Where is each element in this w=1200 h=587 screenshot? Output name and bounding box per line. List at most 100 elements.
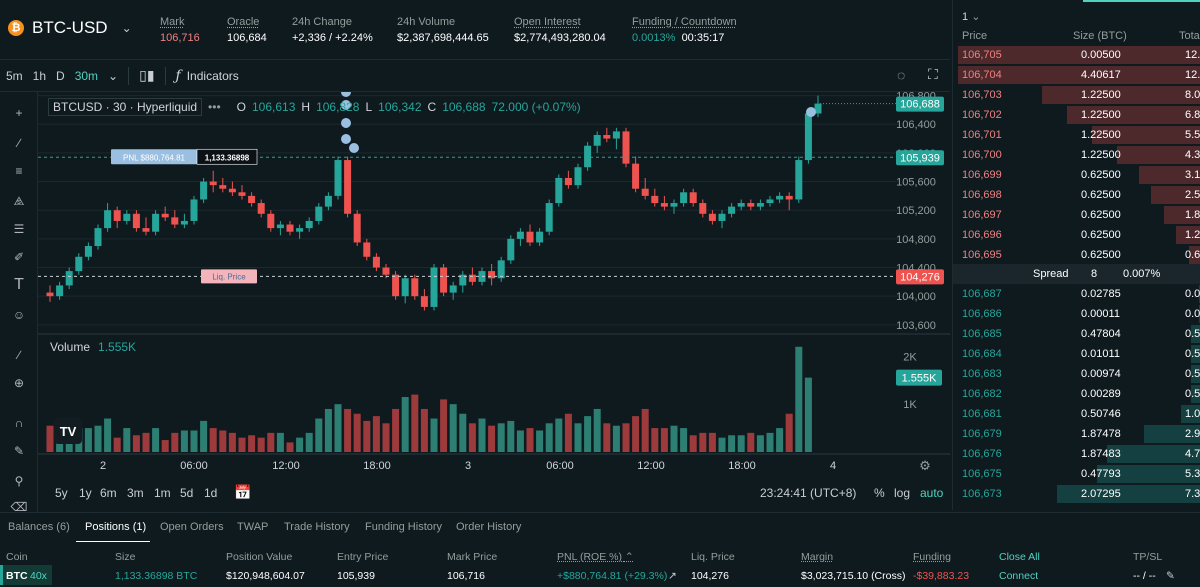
bid-row[interactable]: 106,687 0.02785 0.0 — [953, 284, 1200, 304]
range-5y[interactable]: 5y — [55, 486, 68, 500]
ask-row[interactable]: 106,705 0.00500 12.4 — [953, 45, 1200, 65]
candle-body — [296, 228, 303, 232]
ask-row[interactable]: 106,699 0.62500 3.1 — [953, 165, 1200, 185]
timeframe-1h[interactable]: 1h — [33, 69, 46, 83]
screenshot-icon[interactable]: ◌ — [897, 67, 905, 83]
bid-row[interactable]: 106,676 1.87483 4.7 — [953, 444, 1200, 464]
magnet-icon[interactable]: ∩ — [8, 412, 30, 434]
auto-toggle[interactable]: auto — [920, 486, 943, 500]
horizontal-lines-icon[interactable]: ≡ — [8, 160, 30, 182]
candle-body — [507, 239, 514, 260]
range-3m[interactable]: 3m — [127, 486, 144, 500]
candle-body — [335, 160, 342, 196]
chevron-down-icon[interactable]: ⌄ — [108, 69, 118, 83]
close-all-button[interactable]: Close All — [999, 551, 1040, 563]
fullscreen-icon[interactable]: ⛶ — [928, 66, 938, 83]
ask-row[interactable]: 106,697 0.62500 1.8 — [953, 205, 1200, 225]
range-1m[interactable]: 1m — [154, 486, 171, 500]
ask-row[interactable]: 106,703 1.22500 8.0 — [953, 85, 1200, 105]
volume-bar — [363, 421, 370, 452]
legend-more-icon[interactable]: ••• — [208, 100, 221, 114]
volume-bar — [450, 404, 457, 452]
ob-price: 106,702 — [962, 109, 1002, 121]
symbol-selector[interactable]: ₿ BTC-USD ⌄ — [8, 18, 132, 38]
tab-positions[interactable]: Positions (1) — [85, 521, 146, 533]
trendline-icon[interactable]: ∕ — [8, 132, 30, 154]
candle-type-icon[interactable]: ▯▮ — [139, 67, 154, 84]
drawing-toolbar: + ∕ ≡ ⧌ ☰ ✐ T ☺ ∕ ⊕ ∩ ✎ ⚲ ⌫ — [0, 92, 38, 512]
tab-balances[interactable]: Balances (6) — [8, 521, 70, 533]
bid-row[interactable]: 106,686 0.00011 0.0 — [953, 304, 1200, 324]
position-pnl: +$880,764.81 (+29.3%) — [557, 570, 667, 582]
bid-row[interactable]: 106,683 0.00974 0.5 — [953, 364, 1200, 384]
emoji-icon[interactable]: ☺ — [8, 304, 30, 326]
ob-size: 0.00289 — [1081, 388, 1121, 400]
volume-bar — [507, 421, 514, 452]
ob-total: 2.5 — [1185, 189, 1200, 201]
bid-row[interactable]: 106,679 1.87478 2.9 — [953, 424, 1200, 444]
ask-row[interactable]: 106,696 0.62500 1.2 — [953, 225, 1200, 245]
candle-body — [219, 185, 226, 189]
ask-row[interactable]: 106,701 1.22500 5.5 — [953, 125, 1200, 145]
candle-body — [354, 214, 361, 243]
share-icon[interactable]: ↗ — [668, 570, 677, 582]
log-toggle[interactable]: log — [894, 486, 910, 500]
candle-body — [488, 271, 495, 278]
bid-row[interactable]: 106,675 0.47793 5.3 — [953, 464, 1200, 484]
bid-row[interactable]: 106,673 2.07295 7.3 — [953, 484, 1200, 504]
volume-bar — [296, 438, 303, 452]
calendar-icon[interactable]: 📅 — [234, 484, 251, 501]
ruler-icon[interactable]: ∕ — [8, 344, 30, 366]
bid-row[interactable]: 106,682 0.00289 0.5 — [953, 384, 1200, 404]
connect-button[interactable]: Connect — [999, 570, 1038, 582]
ask-row[interactable]: 106,698 0.62500 2.5 — [953, 185, 1200, 205]
tab-funding-history[interactable]: Funding History — [365, 521, 442, 533]
price-chart[interactable]: 106,800106,400106,000105,600105,200104,8… — [38, 92, 950, 512]
range-1d[interactable]: 1d — [204, 486, 217, 500]
ask-row[interactable]: 106,702 1.22500 6.8 — [953, 105, 1200, 125]
bid-row[interactable]: 106,684 0.01011 0.5 — [953, 344, 1200, 364]
tab-trade-history[interactable]: Trade History — [284, 521, 350, 533]
timeframe-5m[interactable]: 5m — [6, 69, 23, 83]
timeframe-d[interactable]: D — [56, 69, 65, 83]
col-funding: Funding — [913, 551, 951, 563]
chart-svg[interactable]: 106,800106,400106,000105,600105,200104,8… — [38, 92, 950, 512]
col-pnl[interactable]: PNL (ROE %) ⌃ — [557, 551, 634, 563]
group-selector[interactable]: 1 ⌄ — [962, 10, 980, 23]
crosshair-icon[interactable]: + — [8, 102, 30, 124]
ob-price: 106,675 — [962, 468, 1002, 480]
volume-bar — [114, 438, 121, 452]
ob-total: 0.5 — [1185, 388, 1200, 400]
volume-bar — [690, 435, 697, 452]
ask-row[interactable]: 106,700 1.22500 4.3 — [953, 145, 1200, 165]
fib-icon[interactable]: ☰ — [8, 218, 30, 240]
lock-draw-icon[interactable]: ✎ — [8, 440, 30, 462]
lock-icon[interactable]: ⚲ — [8, 470, 30, 492]
bid-row[interactable]: 106,685 0.47804 0.5 — [953, 324, 1200, 344]
candle-body — [671, 203, 678, 207]
candle-body — [431, 268, 438, 307]
ask-row[interactable]: 106,695 0.62500 0.6 — [953, 245, 1200, 265]
volume-bar — [133, 435, 140, 452]
tradingview-logo[interactable]: TV — [54, 418, 82, 444]
timeframe-30m[interactable]: 30m — [75, 69, 98, 83]
bid-row[interactable]: 106,681 0.50746 1.0 — [953, 404, 1200, 424]
tab-twap[interactable]: TWAP — [237, 521, 268, 533]
range-5d[interactable]: 5d — [180, 486, 193, 500]
tab-order-history[interactable]: Order History — [456, 521, 521, 533]
indicators-button[interactable]: ƒ Indicators — [176, 68, 239, 84]
percent-toggle[interactable]: % — [874, 486, 885, 500]
ask-row[interactable]: 106,704 4.40617 12.4 — [953, 65, 1200, 85]
text-icon[interactable]: T — [8, 274, 30, 296]
volume-bar — [85, 428, 92, 452]
edit-icon[interactable]: ✎ — [1166, 570, 1175, 582]
range-6m[interactable]: 6m — [100, 486, 117, 500]
position-coin[interactable]: BTC — [6, 570, 28, 582]
buy-marker-icon — [341, 118, 351, 128]
pattern-icon[interactable]: ⧌ — [8, 190, 30, 212]
range-1y[interactable]: 1y — [79, 486, 92, 500]
tab-open-orders[interactable]: Open Orders — [160, 521, 224, 533]
brush-icon[interactable]: ✐ — [8, 246, 30, 268]
zoom-icon[interactable]: ⊕ — [8, 372, 30, 394]
volume-bar — [431, 419, 438, 452]
